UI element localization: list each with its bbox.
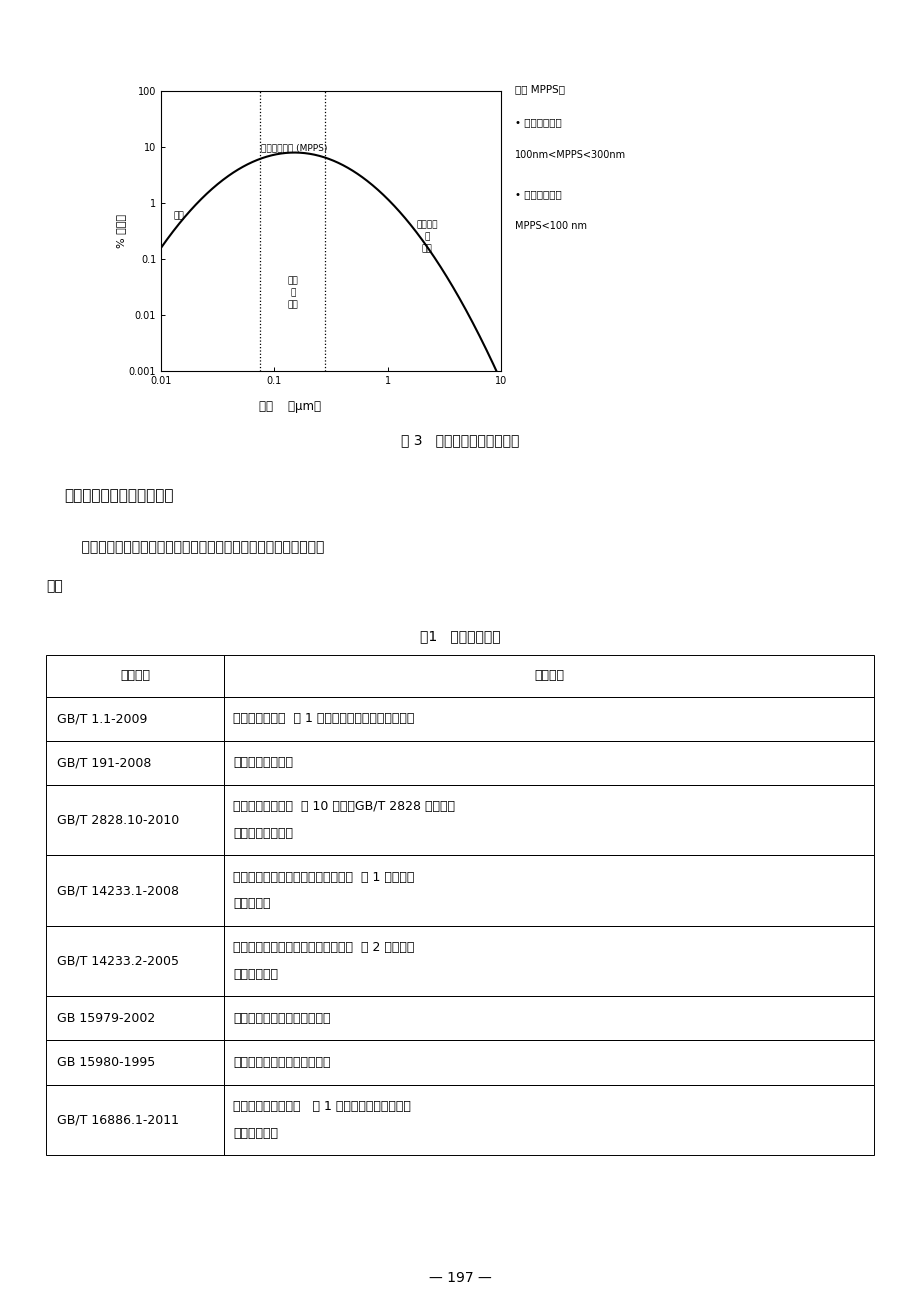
Text: 标准化工作导则  第 1 部分：标准的结构和起草规则: 标准化工作导则 第 1 部分：标准的结构和起草规则 — [233, 712, 414, 725]
Y-axis label: % 穿透率: % 穿透率 — [116, 214, 126, 249]
Text: MPPS<100 nm: MPPS<100 nm — [515, 221, 586, 232]
Text: 惯性碰撞
和
拦截: 惯性碰撞 和 拦截 — [415, 220, 437, 253]
Text: 学分析方法: 学分析方法 — [233, 897, 270, 910]
Text: 医用输液、输血、注射器具检验方法  第 1 部分：化: 医用输液、输血、注射器具检验方法 第 1 部分：化 — [233, 871, 414, 884]
Text: 计数抽样检验程序  第 10 部分：GB/T 2828 计数抽样: 计数抽样检验程序 第 10 部分：GB/T 2828 计数抽样 — [233, 801, 455, 814]
Text: 一般 MPPS：: 一般 MPPS： — [515, 85, 564, 95]
Text: — 197 —: — 197 — — [428, 1271, 491, 1285]
Text: 包装贮运图示标志: 包装贮运图示标志 — [233, 756, 293, 769]
Text: 标准编号: 标准编号 — [119, 669, 150, 682]
Text: 扩散
和
拦截: 扩散 和 拦截 — [287, 276, 298, 309]
Text: GB/T 1.1-2009: GB/T 1.1-2009 — [57, 712, 147, 725]
Text: 医用口罩产品应根据自身特点适用以下标准，但不限于引用以下标: 医用口罩产品应根据自身特点适用以下标准，但不限于引用以下标 — [64, 540, 324, 555]
Text: GB/T 191-2008: GB/T 191-2008 — [57, 756, 152, 769]
Text: 一次性使用医疗用品卫生标准: 一次性使用医疗用品卫生标准 — [233, 1056, 330, 1069]
Text: • 静电性滤料：: • 静电性滤料： — [515, 189, 562, 199]
Text: 扩散: 扩散 — [174, 211, 185, 220]
Text: 准：: 准： — [46, 579, 62, 594]
Text: GB 15979-2002: GB 15979-2002 — [57, 1012, 155, 1025]
Text: GB 15980-1995: GB 15980-1995 — [57, 1056, 155, 1069]
Text: GB/T 14233.2-2005: GB/T 14233.2-2005 — [57, 954, 179, 967]
Text: 100nm<MPPS<300nm: 100nm<MPPS<300nm — [515, 150, 626, 160]
Text: 图 3   滤料穿透率和粒径关系: 图 3 滤料穿透率和粒径关系 — [401, 434, 518, 448]
Text: GB/T 2828.10-2010: GB/T 2828.10-2010 — [57, 814, 179, 827]
Text: GB/T 16886.1-2011: GB/T 16886.1-2011 — [57, 1113, 179, 1126]
Text: 物学试验方法: 物学试验方法 — [233, 967, 278, 980]
Text: 医用输液、输血、注射器具检验方法  第 2 部分：生: 医用输液、输血、注射器具检验方法 第 2 部分：生 — [233, 941, 414, 954]
Text: 一次性使用卫生用品卫生标准: 一次性使用卫生用品卫生标准 — [233, 1012, 330, 1025]
Text: 粒径    （μm）: 粒径 （μm） — [259, 400, 321, 413]
Text: • 机械性滤料：: • 机械性滤料： — [515, 117, 562, 128]
Text: 的评价与试验: 的评价与试验 — [233, 1126, 278, 1139]
Text: 标准名称: 标准名称 — [533, 669, 563, 682]
Text: 医疗器械生物学评价   第 1 部分：风险管理过程中: 医疗器械生物学评价 第 1 部分：风险管理过程中 — [233, 1100, 411, 1113]
Text: GB/T 14233.1-2008: GB/T 14233.1-2008 — [57, 884, 179, 897]
Text: （四）产品适用的相关标准: （四）产品适用的相关标准 — [64, 488, 174, 504]
Text: 检验系列标准导则: 检验系列标准导则 — [233, 827, 293, 840]
Text: 表1   相关产品标准: 表1 相关产品标准 — [419, 629, 500, 643]
Text: 最易穿透粒径 (MPPS): 最易穿透粒径 (MPPS) — [261, 143, 327, 152]
